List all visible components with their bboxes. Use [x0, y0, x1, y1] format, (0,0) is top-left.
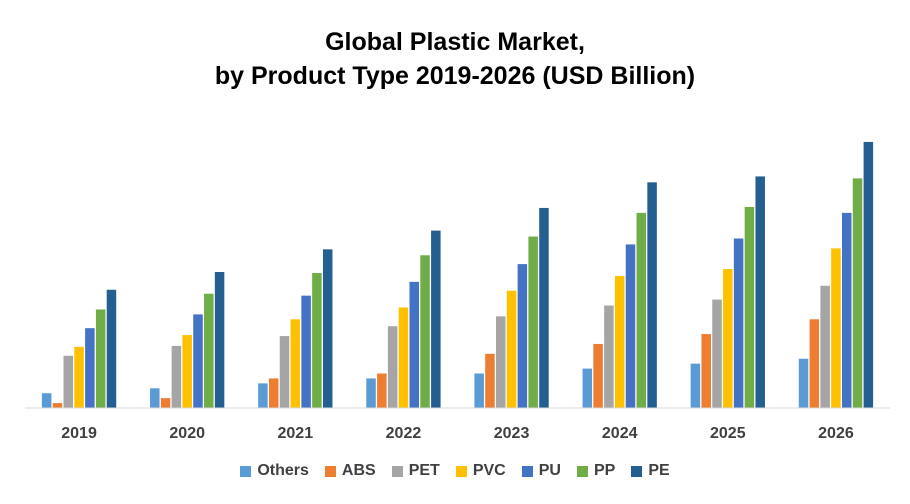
bar-pet-2022 [387, 326, 398, 408]
bar-pu-2020 [193, 314, 203, 408]
bar-pvc-2026 [831, 248, 841, 408]
legend-item-pet: PET [391, 462, 440, 480]
bar-pu-2019 [85, 328, 95, 408]
bar-abs-2026 [809, 319, 820, 408]
bar-pe-2020 [214, 272, 225, 408]
bar-abs-2023 [485, 353, 495, 408]
legend-item-pp: PP [576, 462, 616, 480]
bar-pp-2019 [95, 309, 106, 408]
bar-abs-2024 [593, 343, 603, 408]
bar-abs-2019 [52, 403, 63, 408]
x-tick-label-2026: 2026 [818, 425, 854, 442]
bar-others-2026 [798, 358, 809, 408]
legend-swatch-pp [576, 465, 588, 477]
legend-label-pe: PE [648, 462, 670, 479]
x-tick-label-2025: 2025 [710, 425, 746, 442]
bar-pp-2025 [744, 206, 755, 408]
bar-pe-2024 [647, 182, 657, 408]
bar-abs-2025 [701, 334, 711, 408]
bar-abs-2021 [268, 378, 279, 408]
x-tick-label-2019: 2019 [61, 425, 97, 442]
bar-pet-2020 [171, 345, 182, 408]
bar-pvc-2022 [398, 307, 409, 408]
bars-group [41, 141, 874, 408]
bar-pe-2021 [322, 249, 333, 408]
bar-others-2021 [258, 383, 268, 408]
bar-pet-2019 [63, 355, 74, 408]
bar-pu-2024 [625, 244, 636, 408]
bar-pvc-2020 [182, 335, 192, 408]
legend-item-pvc: PVC [455, 462, 506, 480]
bar-pet-2026 [820, 285, 830, 408]
legend-swatch-pvc [455, 465, 467, 477]
legend-swatch-abs [324, 465, 336, 477]
bar-pp-2024 [636, 212, 647, 408]
bar-pu-2022 [409, 281, 419, 408]
bar-pet-2021 [279, 336, 290, 408]
chart-title-line-2: by Product Type 2019-2026 (USD Billion) [214, 62, 696, 90]
bar-pet-2025 [712, 299, 722, 408]
bar-pe-2022 [431, 230, 441, 408]
bar-pe-2019 [106, 289, 117, 408]
bar-others-2024 [582, 368, 593, 408]
legend-swatch-pu [521, 465, 533, 477]
bar-pu-2025 [733, 238, 744, 408]
legend-label-others: Others [257, 462, 309, 479]
legend-label-pp: PP [593, 462, 616, 479]
chart-title-line-1: Global Plastic Market, [325, 28, 585, 56]
legend-label-pvc: PVC [472, 462, 506, 479]
legend: Others ABS PET PVC PU PP PE [0, 462, 910, 480]
bar-pe-2025 [755, 176, 765, 408]
legend-item-others: Others [240, 462, 309, 480]
bar-pp-2026 [852, 178, 863, 408]
bar-pe-2026 [863, 141, 874, 408]
legend-item-pu: PU [521, 462, 561, 480]
bar-pp-2020 [204, 293, 214, 408]
x-tick-label-2024: 2024 [602, 425, 638, 442]
x-tick-label-2021: 2021 [278, 425, 314, 442]
bar-pp-2022 [420, 255, 430, 408]
legend-item-pe: PE [631, 462, 670, 480]
legend-label-pet: PET [408, 462, 440, 479]
bar-pet-2024 [604, 305, 614, 408]
bar-others-2023 [474, 373, 484, 408]
bar-pe-2023 [539, 207, 549, 408]
bar-others-2022 [366, 378, 376, 408]
x-tick-labels: 2019 2020 2021 2022 2023 2024 2025 2026 [61, 425, 854, 442]
bar-abs-2020 [160, 398, 171, 408]
bar-pu-2021 [301, 295, 311, 408]
bar-others-2025 [690, 363, 701, 408]
bar-others-2020 [150, 388, 160, 408]
legend-swatch-others [240, 465, 252, 477]
legend-swatch-pet [391, 465, 403, 477]
bar-pp-2021 [312, 272, 322, 408]
bar-pvc-2024 [614, 275, 625, 408]
bar-pvc-2019 [74, 346, 84, 408]
legend-item-abs: ABS [324, 462, 376, 480]
bar-abs-2022 [377, 373, 387, 408]
legend-label-abs: ABS [341, 462, 376, 479]
x-tick-label-2022: 2022 [386, 425, 422, 442]
bar-pvc-2023 [506, 290, 517, 408]
bar-pvc-2025 [723, 269, 733, 408]
bar-pvc-2021 [290, 319, 301, 408]
legend-label-pu: PU [538, 462, 561, 479]
bar-others-2019 [41, 393, 52, 408]
legend-swatch-pe [631, 465, 643, 477]
bar-pp-2023 [528, 236, 538, 408]
x-tick-label-2020: 2020 [169, 425, 205, 442]
x-tick-label-2023: 2023 [494, 425, 530, 442]
bar-pu-2026 [841, 212, 852, 408]
bar-pet-2023 [496, 316, 506, 408]
bar-pu-2023 [517, 264, 528, 408]
